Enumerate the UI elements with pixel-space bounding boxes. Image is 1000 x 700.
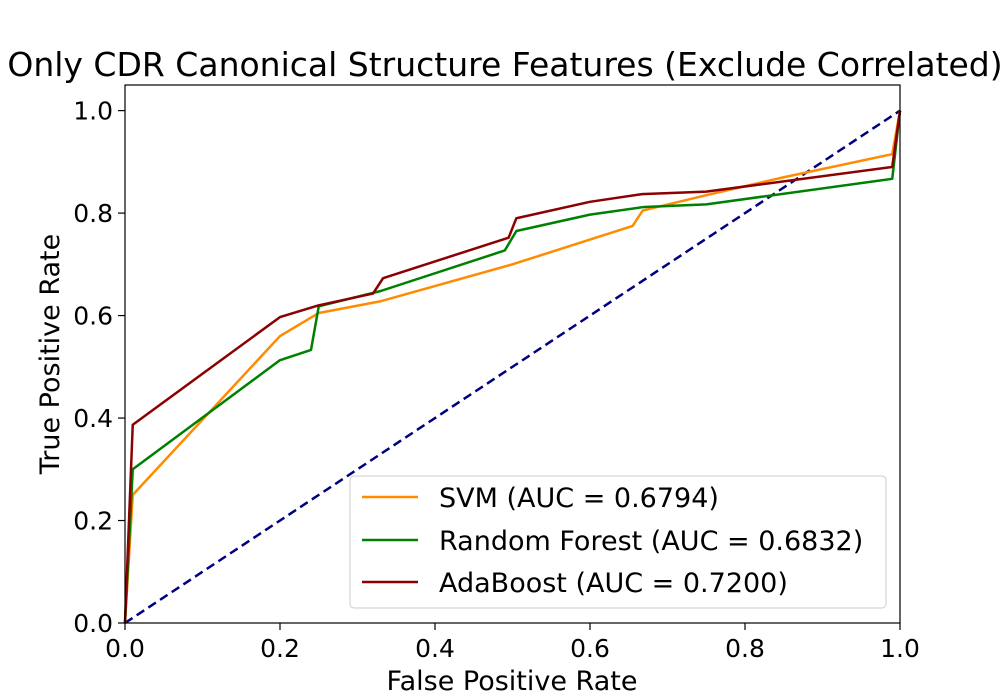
series-line-adaboost xyxy=(123,110,902,624)
y-tick-label: 0.4 xyxy=(73,404,113,433)
y-tick-label: 0.0 xyxy=(73,609,113,638)
y-tick-label: 0.8 xyxy=(73,199,113,228)
y-tick-label: 1.0 xyxy=(73,97,113,126)
x-tick-label: 0.6 xyxy=(570,634,610,663)
plot-area xyxy=(123,109,902,625)
x-tick-label: 1.0 xyxy=(880,634,920,663)
x-tick-label: 0.2 xyxy=(260,634,300,663)
x-tick-label: 0.4 xyxy=(415,634,455,663)
series-line-random-forest xyxy=(123,110,902,624)
x-tick-label: 0.8 xyxy=(725,634,765,663)
legend-label-svm: SVM (AUC = 0.6794) xyxy=(439,483,719,514)
legend: SVM (AUC = 0.6794) Random Forest (AUC = … xyxy=(349,475,887,609)
plot-frame xyxy=(124,84,901,624)
legend-label-adaboost: AdaBoost (AUC = 0.7200) xyxy=(439,568,788,599)
y-axis-label: True Positive Rate xyxy=(35,234,66,476)
legend-label-random-forest: Random Forest (AUC = 0.6832) xyxy=(439,526,863,557)
axis-ticks: 0.0 0.2 0.4 0.6 0.8 1.0 0.0 0.2 0.4 0.6 0.8 1.0 xyxy=(73,97,920,663)
legend-box xyxy=(349,475,887,609)
x-tick-label: 0.0 xyxy=(105,634,145,663)
y-tick-label: 0.2 xyxy=(73,507,113,536)
chart-title: Only CDR Canonical Structure Features (E… xyxy=(7,45,1000,84)
y-tick-label: 0.6 xyxy=(73,302,113,331)
x-axis-label: False Positive Rate xyxy=(387,666,638,697)
series-line-svm xyxy=(123,110,902,624)
